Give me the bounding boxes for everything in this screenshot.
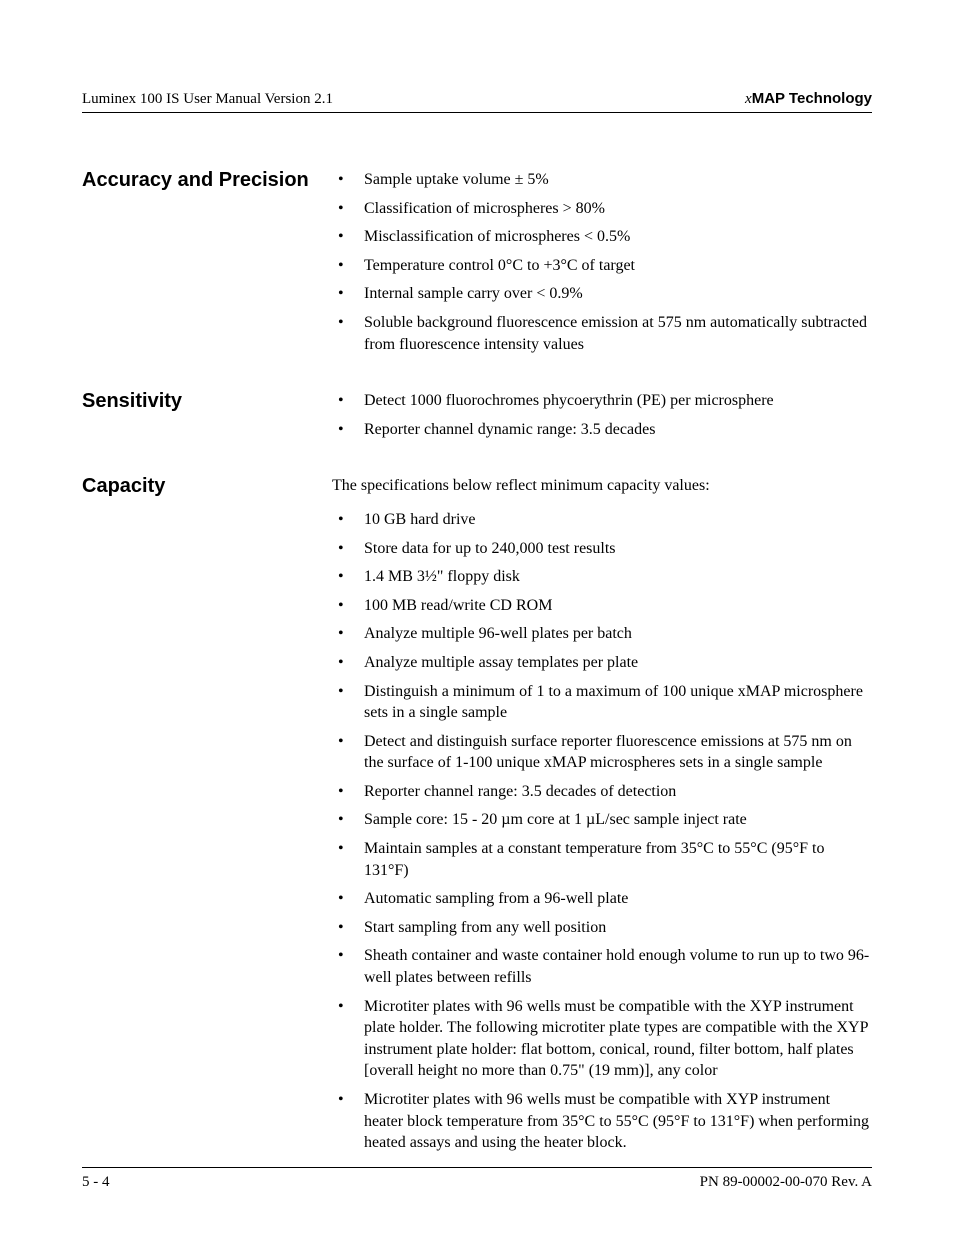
bullet-item: Soluble background fluorescence emission…: [332, 312, 872, 355]
bullet-item: Automatic sampling from a 96-well plate: [332, 888, 872, 910]
bullet-item: Distinguish a minimum of 1 to a maximum …: [332, 681, 872, 724]
page-header: Luminex 100 IS User Manual Version 2.1 x…: [82, 90, 872, 113]
spec-section: Accuracy and PrecisionSample uptake volu…: [82, 169, 872, 362]
footer-page-number: 5 - 4: [82, 1174, 110, 1191]
header-left-text: Luminex 100 IS User Manual Version 2.1: [82, 91, 333, 108]
bullet-item: Start sampling from any well position: [332, 917, 872, 939]
section-body: Detect 1000 fluorochromes phycoerythrin …: [332, 390, 872, 447]
bullet-item: Microtiter plates with 96 wells must be …: [332, 1089, 872, 1154]
bullet-item: 10 GB hard drive: [332, 509, 872, 531]
bullet-item: Temperature control 0°C to +3°C of targe…: [332, 255, 872, 277]
spec-section: CapacityThe specifications below reflect…: [82, 475, 872, 1160]
sections-container: Accuracy and PrecisionSample uptake volu…: [82, 169, 872, 1161]
section-body: Sample uptake volume ± 5% Classification …: [332, 169, 872, 362]
bullet-item: Microtiter plates with 96 wells must be …: [332, 996, 872, 1082]
bullet-item: 1.4 MB 3½" floppy disk: [332, 566, 872, 588]
bullet-item: 100 MB read/write CD ROM: [332, 595, 872, 617]
header-right-main: MAP Technology: [752, 90, 872, 107]
footer-part-number: PN 89-00002-00-070 Rev. A: [700, 1174, 872, 1191]
section-intro-text: The specifications below reflect minimum…: [332, 475, 872, 497]
bullet-list: Sample uptake volume ± 5% Classification …: [332, 169, 872, 355]
bullet-item: Detect 1000 fluorochromes phycoerythrin …: [332, 390, 872, 412]
bullet-list: Detect 1000 fluorochromes phycoerythrin …: [332, 390, 872, 440]
header-right-prefix: x: [745, 91, 752, 107]
bullet-item: Sample uptake volume ± 5%: [332, 169, 872, 191]
bullet-item: Reporter channel range: 3.5 decades of d…: [332, 781, 872, 803]
bullet-item: Maintain samples at a constant temperatu…: [332, 838, 872, 881]
section-title: Sensitivity: [82, 390, 332, 413]
section-body: The specifications below reflect minimum…: [332, 475, 872, 1160]
bullet-item: Analyze multiple assay templates per pla…: [332, 652, 872, 674]
bullet-item: Sample core: 15 - 20 µm core at 1 µL/sec…: [332, 809, 872, 831]
bullet-list: 10 GB hard drive Store data for up to 240…: [332, 509, 872, 1154]
bullet-item: Detect and distinguish surface reporter …: [332, 731, 872, 774]
bullet-item: Analyze multiple 96-well plates per batc…: [332, 623, 872, 645]
bullet-item: Reporter channel dynamic range: 3.5 deca…: [332, 419, 872, 441]
spec-section: SensitivityDetect 1000 fluorochromes phy…: [82, 390, 872, 447]
header-right-text: xMAP Technology: [745, 90, 872, 108]
section-title: Accuracy and Precision: [82, 169, 332, 192]
bullet-item: Sheath container and waste container hol…: [332, 945, 872, 988]
bullet-item: Classification of microspheres > 80%: [332, 198, 872, 220]
page-footer: 5 - 4 PN 89-00002-00-070 Rev. A: [82, 1167, 872, 1191]
bullet-item: Misclassification of microspheres < 0.5%: [332, 226, 872, 248]
bullet-item: Internal sample carry over < 0.9%: [332, 283, 872, 305]
section-title: Capacity: [82, 475, 332, 498]
bullet-item: Store data for up to 240,000 test result…: [332, 538, 872, 560]
